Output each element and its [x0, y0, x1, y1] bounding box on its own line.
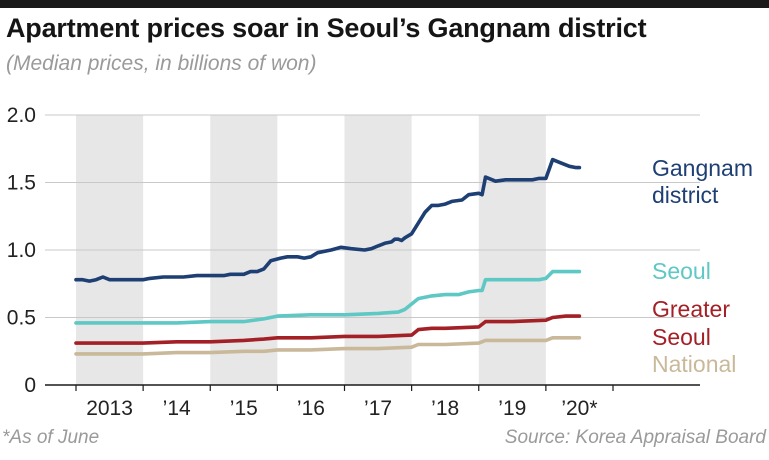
series-label: Greater: [652, 296, 730, 322]
x-tick-label: ’16: [297, 397, 325, 420]
gridlines: [45, 114, 700, 386]
series-line-seoul: [74, 269, 582, 325]
data-series: [74, 157, 582, 356]
y-axis-tick-labels: 0 0.5 1.0 1.5 2.0: [7, 104, 36, 397]
top-rule: [0, 0, 769, 8]
x-tick-label: ’17: [364, 397, 392, 420]
chart-title: Apartment prices soar in Seoul’s Gangnam…: [6, 13, 647, 43]
series-line-national: [74, 335, 582, 356]
series-label: Seoul: [652, 324, 711, 350]
chart-subtitle: (Median prices, in billions of won): [6, 52, 317, 75]
series-label: National: [652, 351, 736, 377]
y-tick-label: 2.0: [7, 104, 36, 127]
x-tick-label: ’15: [230, 397, 258, 420]
footnote: *As of June: [2, 427, 100, 448]
series-line-gangnam-district: [74, 157, 582, 283]
y-tick-label: 1.0: [7, 239, 36, 262]
x-tick-label: ’20*: [561, 397, 597, 420]
y-tick-label: 0: [24, 374, 36, 397]
x-tick-label: 2013: [86, 397, 133, 420]
y-tick-label: 1.5: [7, 172, 36, 195]
series-label: Seoul: [652, 258, 711, 284]
series-line-greater-seoul: [74, 314, 582, 345]
y-tick-label: 0.5: [7, 307, 36, 330]
series-label: district: [652, 182, 719, 208]
line-chart: 0 0.5 1.0 1.5 2.0 2013 ’14 ’15 ’16 ’17 ’18 ’19 ’20*…: [7, 104, 753, 420]
x-tick-label: ’14: [163, 397, 191, 420]
series-label: Gangnam: [652, 155, 753, 181]
x-axis: 2013 ’14 ’15 ’16 ’17 ’18 ’19 ’20*: [75, 385, 614, 420]
source-note: Source: Korea Appraisal Board: [504, 427, 766, 448]
x-tick-label: ’18: [431, 397, 459, 420]
x-tick-label: ’19: [498, 397, 526, 420]
